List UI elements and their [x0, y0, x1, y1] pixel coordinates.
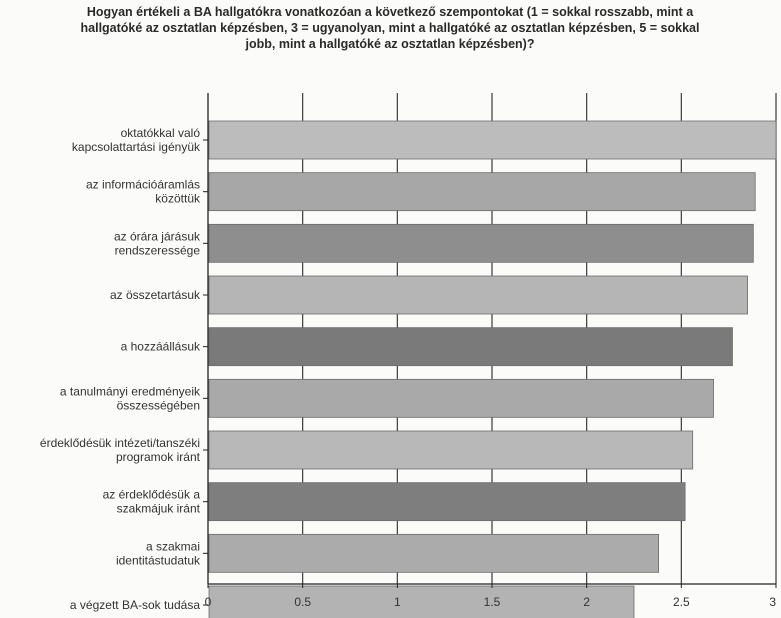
category-label: a hozzáállásuk — [121, 340, 201, 354]
category-label-line: programok iránt — [116, 450, 201, 464]
category-label: az információáramlás közöttük — [86, 178, 201, 206]
category-label-line: rendszeressége — [115, 243, 201, 257]
category-label: érdeklődésük intézeti/tanszéki programok … — [40, 436, 201, 464]
category-label: az érdeklődésük a szakmájuk iránt — [103, 488, 201, 516]
bar — [208, 482, 686, 522]
category-label-line: az összetartásuk — [110, 288, 201, 302]
category-label: az órára járásuk rendszeressége — [114, 229, 201, 257]
category-label-line: a szakmai — [146, 539, 200, 553]
x-tick-label: 2.5 — [673, 595, 690, 609]
x-tick-label: 1.5 — [484, 595, 501, 609]
bar — [208, 275, 748, 315]
category-label: az összetartásuk — [110, 288, 201, 302]
bar — [208, 327, 733, 367]
category-label-line: szakmájuk iránt — [117, 502, 201, 516]
category-label: a végzett BA-sok tudása — [70, 598, 200, 612]
bar — [208, 533, 660, 573]
category-label-line: a hozzáállásuk — [121, 340, 201, 354]
category-label-line: kapcsolattartási igényük — [72, 140, 201, 154]
category-label-line: a tanulmányi eredményeik — [60, 384, 201, 398]
category-label-line: a végzett BA-sok tudása — [70, 598, 200, 612]
category-label: a tanulmányi eredményeik összességében — [60, 384, 201, 412]
bar — [208, 585, 635, 618]
category-label-line: oktatókkal való — [121, 126, 201, 140]
category-label-line: az érdeklődésük a — [103, 488, 201, 502]
category-label-line: az információáramlás — [86, 178, 200, 192]
chart-title: Hogyan értékeli a BA hallgatókra vonatko… — [80, 5, 700, 51]
category-label: a szakmai identitástudatuk — [116, 539, 201, 567]
category-label-line: közöttük — [155, 192, 201, 206]
x-tick-label: 3 — [769, 595, 776, 609]
category-label-line: érdeklődésük intézeti/tanszéki — [40, 436, 200, 450]
x-tick-label: 1 — [394, 595, 401, 609]
bar — [208, 378, 714, 418]
x-tick-label: 2 — [583, 595, 590, 609]
x-tick-label: 0.5 — [294, 595, 311, 609]
x-tick-label: 0 — [205, 595, 212, 609]
bar — [208, 223, 754, 263]
category-label: oktatókkal való kapcsolattartási igényük — [72, 126, 201, 154]
bar — [208, 430, 694, 470]
bar — [208, 172, 756, 212]
bar — [208, 120, 777, 160]
category-label-line: összességében — [117, 398, 200, 412]
category-label-line: az órára járásuk — [114, 229, 201, 243]
category-label-line: identitástudatuk — [116, 553, 201, 567]
